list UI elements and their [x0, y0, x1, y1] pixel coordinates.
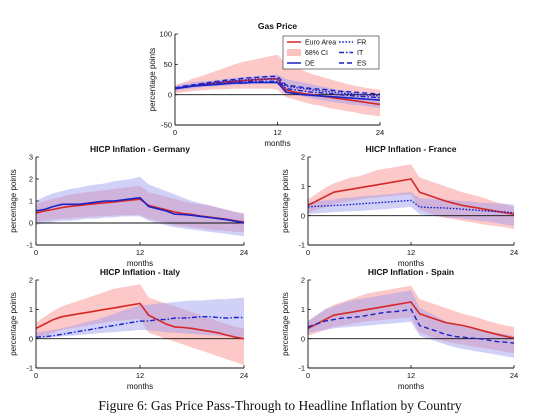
legend-label-de: DE: [305, 61, 315, 68]
y-tick-label: 0: [301, 211, 305, 220]
y-tick-label: -1: [26, 241, 33, 250]
y-tick-label: 2: [301, 276, 305, 285]
legend-label-68-ci: 68% CI: [305, 50, 328, 57]
y-tick-label: 1: [29, 197, 33, 206]
x-axis-label: months: [127, 382, 153, 391]
y-axis-label: percentage points: [281, 292, 290, 356]
y-tick-label: -1: [26, 364, 33, 373]
x-tick-label: 12: [136, 371, 144, 380]
legend-swatch-68-ci: [287, 49, 301, 56]
series-line-es: [308, 308, 514, 344]
series-line-euro-area: [308, 178, 514, 215]
euro-area-ci-band: [175, 54, 380, 117]
chart-title: Gas Price: [258, 21, 297, 31]
x-tick-label: 0: [306, 248, 310, 257]
y-tick-label: 0: [301, 334, 305, 343]
country-ci-band: [36, 176, 244, 237]
y-tick-label: 0: [29, 334, 33, 343]
y-tick-label: 2: [29, 276, 33, 285]
euro-area-ci-band: [308, 285, 514, 354]
y-tick-label: 2: [29, 175, 33, 184]
country-ci-band: [308, 192, 514, 226]
chart-title: HICP Inflation - France: [366, 144, 457, 154]
legend-label-es: ES: [357, 61, 367, 68]
y-tick-label: 3: [29, 153, 33, 162]
euro-area-ci-band: [36, 185, 244, 233]
y-axis-label: percentage points: [281, 169, 290, 233]
y-tick-label: 1: [29, 305, 33, 314]
legend-label-fr: FR: [357, 40, 366, 47]
x-tick-label: 0: [173, 128, 177, 137]
series-line-it: [175, 80, 380, 99]
x-tick-label: 0: [34, 371, 38, 380]
x-tick-label: 12: [407, 371, 415, 380]
legend-label-it: IT: [357, 50, 364, 57]
series-line-euro-area: [36, 302, 244, 340]
x-tick-label: 12: [273, 128, 281, 137]
chart-title: HICP Inflation - Spain: [368, 267, 454, 277]
series-line-euro-area: [308, 301, 514, 339]
x-tick-label: 24: [240, 371, 248, 380]
series-line-fr: [175, 78, 380, 97]
y-axis-label: percentage points: [9, 169, 18, 233]
series-line-it: [36, 316, 244, 338]
chart-title: HICP Inflation - Germany: [90, 144, 190, 154]
x-tick-label: 24: [510, 248, 518, 257]
y-tick-label: -50: [161, 121, 172, 130]
x-tick-label: 24: [240, 248, 248, 257]
x-tick-label: 0: [306, 371, 310, 380]
figure-caption: Figure 6: Gas Price Pass-Through to Head…: [98, 398, 462, 413]
y-tick-label: 0: [168, 90, 172, 99]
y-tick-label: 2: [301, 153, 305, 162]
x-tick-label: 0: [34, 248, 38, 257]
legend: Euro Area 68% CI DE FR IT ES: [282, 35, 380, 70]
x-tick-label: 24: [376, 128, 384, 137]
y-tick-label: 1: [301, 305, 305, 314]
y-tick-label: -1: [298, 241, 305, 250]
y-tick-label: 0: [29, 219, 33, 228]
y-tick-label: 50: [164, 60, 172, 69]
series-line-de: [36, 196, 244, 224]
y-axis-label: percentage points: [9, 292, 18, 356]
euro-area-ci-band: [36, 284, 244, 366]
x-tick-label: 12: [407, 248, 415, 257]
y-tick-label: 100: [159, 30, 172, 39]
legend-label-euro-area: Euro Area: [305, 40, 336, 47]
country-ci-band: [308, 290, 514, 358]
x-axis-label: months: [398, 259, 424, 268]
x-axis-label: months: [127, 259, 153, 268]
x-axis-label: months: [398, 382, 424, 391]
euro-area-ci-band: [308, 164, 514, 229]
series-line-fr: [308, 199, 514, 214]
y-axis-label: percentage points: [148, 48, 157, 112]
x-tick-label: 12: [136, 248, 144, 257]
x-axis-label: months: [264, 139, 290, 148]
y-tick-label: 1: [301, 182, 305, 191]
chart-title: HICP Inflation - Italy: [100, 267, 180, 277]
y-tick-label: -1: [298, 364, 305, 373]
series-line-es: [175, 75, 380, 95]
x-tick-label: 24: [510, 371, 518, 380]
